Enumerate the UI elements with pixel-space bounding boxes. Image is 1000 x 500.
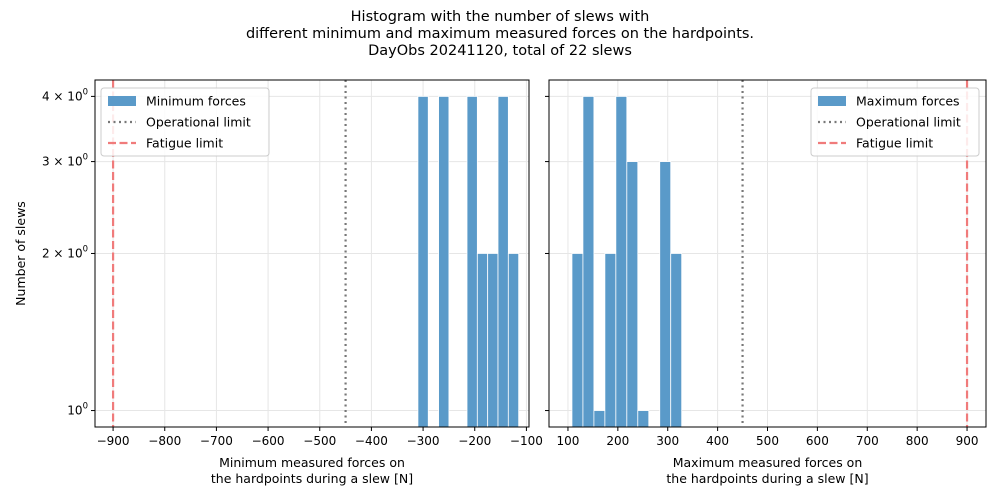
- left-panel: −900 −800 −700 −600 −500 −400 −300 −200 −100 100 2…: [13, 79, 543, 486]
- histogram-bar: [637, 410, 650, 428]
- x-axis-label: Maximum measured forces on: [673, 455, 863, 470]
- histogram-bar: [466, 95, 478, 428]
- figure-title-line-3: DayObs 20241120, total of 22 slews: [368, 43, 632, 59]
- histogram-bar: [670, 253, 683, 428]
- x-tick-label: −100: [510, 434, 543, 448]
- histogram-bar: [659, 161, 672, 428]
- figure-title-line-1: Histogram with the number of slews with: [350, 9, 650, 25]
- x-tick-label: −500: [303, 434, 336, 448]
- legend: Minimum forces Operational limit Fatigue l…: [100, 87, 270, 157]
- histogram-bar: [438, 95, 450, 428]
- legend-entry-label: Operational limit: [146, 115, 251, 130]
- histogram-bar: [487, 253, 499, 428]
- legend-entry-label: Fatigue limit: [856, 136, 933, 151]
- x-tick-label: −400: [355, 434, 388, 448]
- x-tick-label: 600: [806, 434, 829, 448]
- x-tick-label: 100: [557, 434, 580, 448]
- histogram-bar: [507, 253, 520, 428]
- x-tick-label: −700: [200, 434, 233, 448]
- right-panel: 100 200 300 400 500 600 700 800 900 Maximum measu…: [545, 79, 987, 486]
- figure-title-line-2: different minimum and maximum measured f…: [245, 26, 755, 42]
- histogram-bar: [593, 410, 606, 428]
- histogram-bar: [571, 253, 584, 428]
- x-axis-label: the hardpoints during a slew [N]: [666, 471, 868, 486]
- legend-bar-swatch: [818, 96, 846, 106]
- x-tick-label: −800: [148, 434, 181, 448]
- histogram-bar: [582, 95, 595, 428]
- histogram-bar: [626, 161, 639, 428]
- y-tick-label: 2 × 100: [42, 244, 88, 260]
- x-tick-label: 200: [606, 434, 629, 448]
- x-axis-label: Minimum measured forces on: [219, 455, 405, 470]
- legend: Maximum forces Operational limit Fatigue l…: [810, 87, 980, 157]
- y-axis-label: Number of slews: [13, 201, 28, 306]
- y-tick-label: 100: [67, 402, 88, 418]
- legend-bar-swatch: [108, 96, 136, 106]
- x-tick-label: −600: [252, 434, 285, 448]
- x-tick-label: 900: [956, 434, 979, 448]
- x-tick-label: 700: [856, 434, 879, 448]
- legend-entry-label: Operational limit: [856, 115, 961, 130]
- histogram-bar: [604, 253, 617, 428]
- histogram-bar: [476, 253, 489, 428]
- histogram-bar: [417, 95, 429, 428]
- legend-entry-label: Maximum forces: [856, 94, 960, 109]
- legend-box: [810, 87, 980, 157]
- legend-box: [100, 87, 270, 157]
- y-tick-label: 4 × 100: [42, 87, 88, 103]
- histogram-bar: [497, 95, 509, 428]
- histogram-bar: [615, 95, 628, 428]
- legend-entry-label: Minimum forces: [146, 94, 246, 109]
- x-axis-label: the hardpoints during a slew [N]: [211, 471, 413, 486]
- y-tick-label: 3 × 100: [42, 153, 88, 169]
- legend-entry-label: Fatigue limit: [146, 136, 223, 151]
- x-tick-label: 400: [706, 434, 729, 448]
- x-tick-label: 800: [906, 434, 929, 448]
- x-tick-label: 300: [656, 434, 679, 448]
- x-tick-label: 500: [756, 434, 779, 448]
- x-tick-label: −900: [97, 434, 130, 448]
- x-tick-label: −200: [458, 434, 491, 448]
- x-tick-label: −300: [407, 434, 440, 448]
